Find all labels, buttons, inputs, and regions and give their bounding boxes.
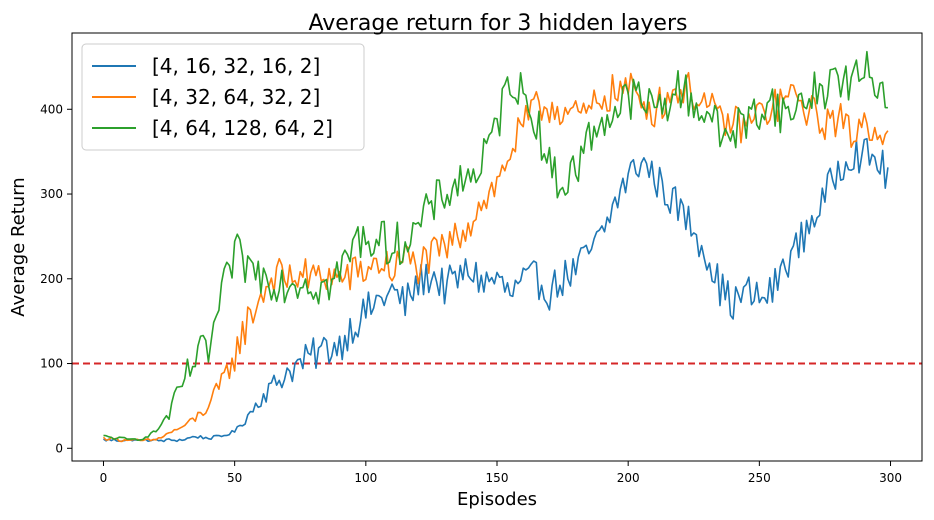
x-tick-label: 200 <box>617 471 640 485</box>
x-tick-label: 300 <box>879 471 902 485</box>
legend: [4, 16, 32, 16, 2] [4, 32, 64, 32, 2] [4… <box>81 43 365 151</box>
x-tick-label: 250 <box>748 471 771 485</box>
legend-label-1: [4, 16, 32, 16, 2] <box>152 54 320 78</box>
y-tick-label: 200 <box>40 272 63 286</box>
x-tick-label: 0 <box>100 471 108 485</box>
chart-title: Average return for 3 hidden layers <box>309 11 688 36</box>
x-axis-label: Episodes <box>457 489 537 510</box>
legend-label-3: [4, 64, 128, 64, 2] <box>152 116 333 140</box>
y-axis-label: Average Return <box>8 177 29 316</box>
y-tick-label: 0 <box>55 441 63 455</box>
series-line-2 <box>102 71 889 443</box>
y-tick-label: 400 <box>40 102 63 116</box>
plot-area <box>72 50 922 443</box>
series-line-1 <box>103 137 889 443</box>
x-tick-label: 150 <box>486 471 509 485</box>
y-tick-label: 100 <box>40 357 63 371</box>
y-tick-label: 300 <box>40 187 63 201</box>
legend-label-2: [4, 32, 64, 32, 2] <box>152 85 320 109</box>
x-tick-label: 100 <box>354 471 377 485</box>
series-line-3 <box>103 50 888 442</box>
legend-box <box>81 43 365 151</box>
x-tick-label: 50 <box>227 471 242 485</box>
